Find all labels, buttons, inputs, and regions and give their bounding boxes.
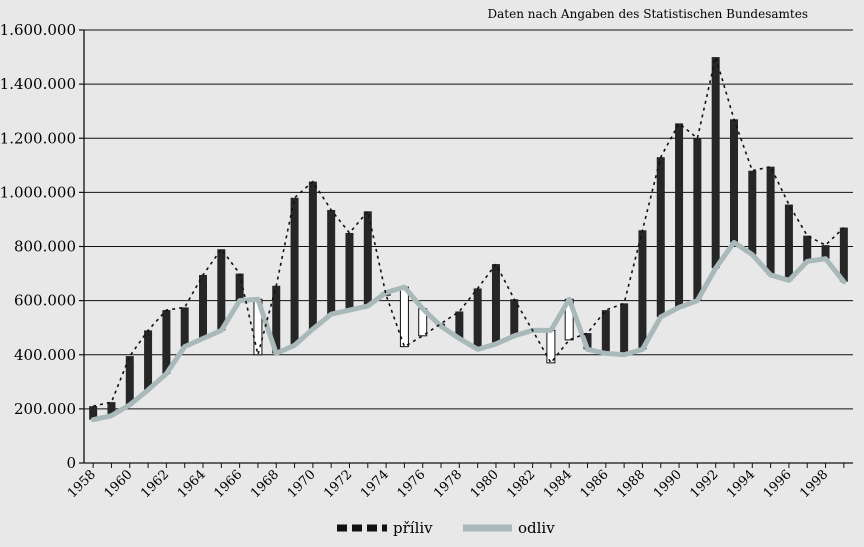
y-tick-label: 1.200.000	[0, 129, 76, 147]
bar	[235, 273, 244, 301]
bar	[510, 299, 519, 336]
bar	[729, 119, 738, 243]
x-tick-label: 1974	[358, 467, 392, 501]
legend-label-odliv: odliv	[518, 519, 555, 537]
x-tick-label: 1960	[102, 467, 136, 501]
x-tick-label: 1992	[687, 467, 721, 501]
bar	[491, 264, 500, 344]
series-line-priliv	[92, 53, 845, 407]
bar	[583, 333, 592, 350]
y-tick-label: 1.000.000	[0, 183, 76, 201]
bar	[675, 123, 684, 308]
x-tick-label: 1968	[248, 467, 282, 501]
bar	[656, 157, 665, 317]
y-tick-label: 1.600.000	[0, 21, 76, 39]
bar	[162, 310, 171, 374]
bar	[180, 307, 189, 347]
bar	[784, 204, 793, 281]
bar	[107, 402, 116, 416]
bar	[638, 230, 647, 350]
x-tick-label: 1984	[541, 467, 575, 501]
x-axis-ticks: 1958 1960 1962 1964 1966 1968 1970 1972 1974 1976…	[65, 463, 845, 501]
bar	[601, 310, 610, 354]
x-tick-label: 1970	[285, 467, 319, 501]
x-tick-label: 1996	[761, 467, 795, 501]
bar	[748, 170, 757, 255]
bar	[766, 166, 775, 275]
series-line-odliv	[90, 239, 847, 423]
legend-label-priliv: příliv	[393, 519, 433, 537]
x-tick-label: 1976	[395, 467, 429, 501]
bar	[290, 197, 299, 346]
bars	[89, 57, 848, 420]
x-tick-label: 1962	[138, 467, 172, 501]
y-tick-label: 1.400.000	[0, 75, 76, 93]
bar	[821, 245, 830, 259]
bar	[711, 57, 720, 269]
x-tick-label: 1998	[797, 467, 831, 501]
bar	[327, 209, 336, 315]
bar	[839, 227, 848, 282]
y-tick-label: 400.000	[14, 346, 76, 364]
y-tick-label: 600.000	[14, 292, 76, 310]
x-tick-label: 1966	[211, 467, 245, 501]
bar	[144, 330, 153, 390]
bar	[308, 181, 317, 330]
bar	[363, 211, 372, 307]
x-tick-label: 1990	[651, 467, 685, 501]
bar	[620, 303, 629, 355]
x-tick-label: 1978	[431, 467, 465, 501]
bar	[272, 285, 281, 354]
legend: příliv odliv	[337, 519, 555, 537]
bar	[455, 311, 464, 339]
bar	[803, 235, 812, 262]
x-tick-label: 1972	[321, 467, 355, 501]
x-tick-label: 1986	[578, 467, 612, 501]
x-tick-label: 1958	[65, 467, 99, 501]
x-tick-label: 1964	[175, 467, 209, 501]
x-tick-label: 1980	[468, 467, 502, 501]
x-tick-label: 1982	[504, 467, 538, 501]
y-tick-label: 200.000	[14, 400, 76, 418]
y-axis-ticks: 0 200.000 400.000 600.000 800.000 1.000.000 1.…	[0, 21, 84, 472]
bar	[217, 249, 226, 331]
axes	[83, 30, 853, 464]
bar	[693, 138, 702, 301]
bar	[546, 329, 556, 364]
source-note: Daten nach Angaben des Statistischen Bun…	[488, 7, 808, 21]
bar	[199, 274, 208, 339]
bar	[473, 288, 482, 350]
bar	[125, 356, 134, 405]
x-tick-label: 1994	[724, 467, 758, 501]
x-tick-label: 1988	[614, 467, 648, 501]
y-tick-label: 800.000	[14, 238, 76, 256]
series-lines	[90, 53, 847, 423]
bar	[345, 232, 354, 311]
bar	[89, 406, 98, 420]
gridlines	[84, 29, 853, 410]
y-tick-label: 0	[66, 454, 76, 472]
